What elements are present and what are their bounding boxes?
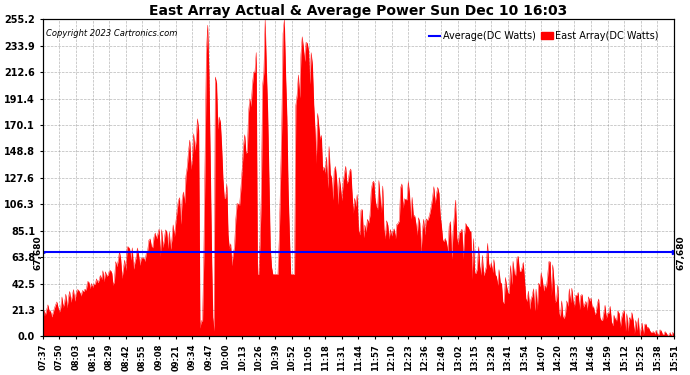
Text: Copyright 2023 Cartronics.com: Copyright 2023 Cartronics.com	[46, 29, 177, 38]
Legend: Average(DC Watts), East Array(DC Watts): Average(DC Watts), East Array(DC Watts)	[425, 27, 663, 45]
Title: East Array Actual & Average Power Sun Dec 10 16:03: East Array Actual & Average Power Sun De…	[149, 4, 568, 18]
Text: 67,680: 67,680	[33, 235, 42, 270]
